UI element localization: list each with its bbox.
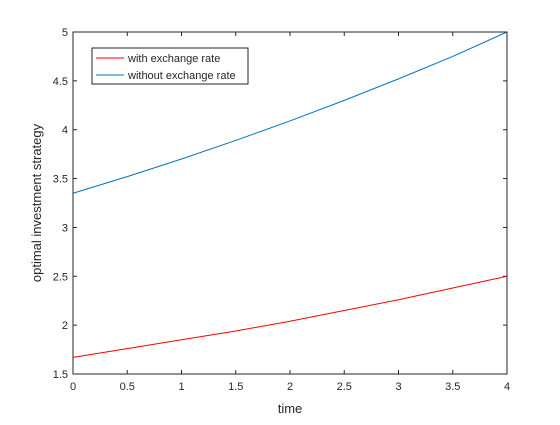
y-tick-label: 4	[62, 125, 68, 137]
x-axis-label: time	[278, 401, 303, 416]
x-tick-label: 2	[287, 381, 293, 393]
x-tick-label: 1.5	[228, 381, 243, 393]
legend-label-with-exchange-rate: with exchange rate	[127, 53, 220, 65]
y-tick-label: 2	[62, 320, 68, 332]
x-tick-label: 0.5	[120, 381, 135, 393]
x-tick-label: 1	[178, 381, 184, 393]
ticks-layer: 0 0.5 1 1.5 2 2.5 3 3.5 4 1.5 2 2.5 3 3.5 4 4.5 5	[53, 27, 510, 393]
y-tick-label: 5	[62, 27, 68, 39]
y-tick-label: 3.5	[53, 174, 68, 186]
legend-label-without-exchange-rate: without exchange rate	[127, 70, 236, 82]
x-tick-label: 3.5	[445, 381, 460, 393]
legend: with exchange rate without exchange rate	[91, 47, 249, 85]
series-line-without-exchange-rate	[72, 31, 508, 194]
x-tick-label: 2.5	[337, 381, 352, 393]
axes-box	[72, 31, 508, 375]
x-tick-label: 0	[70, 381, 76, 393]
y-tick-label: 2.5	[53, 271, 68, 283]
y-tick-label: 1.5	[53, 369, 68, 381]
y-tick-label: 3	[62, 222, 68, 234]
legend-box	[91, 47, 249, 85]
y-tick-label: 4.5	[53, 76, 68, 88]
lines-layer	[72, 31, 508, 358]
x-tick-label: 4	[504, 381, 510, 393]
series-line-with-exchange-rate	[72, 275, 508, 358]
y-axis-label: optimal investment strategy	[29, 123, 44, 282]
x-tick-label: 3	[395, 381, 401, 393]
